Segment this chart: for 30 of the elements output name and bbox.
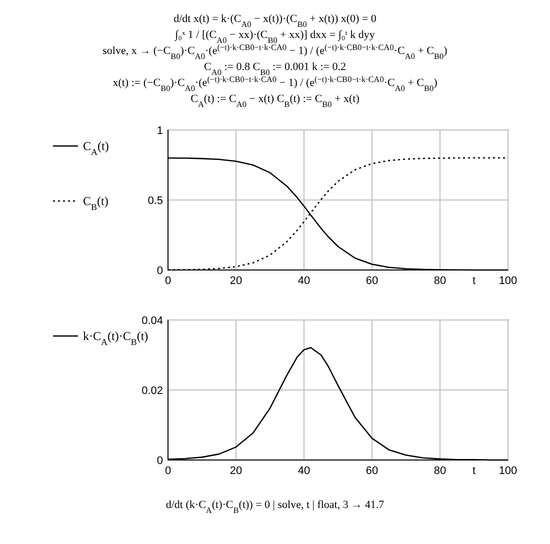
x-tick-label: 40 [298, 465, 310, 477]
y-tick-label: 0.04 [142, 315, 163, 327]
x-tick-label: 60 [366, 275, 378, 287]
text: C$_{A0}$ := 0.8 C$_{B0}$ := 0.001 k := 0.2 [204, 61, 346, 76]
x-tick-label: 80 [434, 465, 446, 477]
x-tick-label: 100 [498, 275, 518, 287]
y-tick-label: 0 [156, 265, 163, 277]
x-axis-title: t [472, 465, 476, 477]
x-tick-label: 40 [298, 275, 310, 287]
x-tick-label: 0 [164, 465, 172, 477]
x-tick-label: 0 [164, 275, 172, 287]
legend-label: C$_{A}$(t) [83, 139, 109, 157]
text: solve, x → (−C$_{B0}$)·C$_{A0}$·(e$^{(−t)·k·CB0−t·k·CA0}$ − 1) / (e$^{(−t)·k·CB0−t·k·CA0}$·C$_{A0}$ + C$_{B0}$) [102, 42, 448, 60]
x-tick-label: 80 [434, 275, 446, 287]
y-tick-label: 0.5 [148, 195, 163, 207]
text: d/dt (k·C$_{A}$(t)·C$_{B}$(t)) = 0 | solve, t | float, 3 → 41.7 [166, 499, 385, 514]
y-tick-label: 0.02 [142, 385, 163, 397]
text: C$_{A}$(t) := C$_{A0}$ − x(t) C$_{B}$(t) := C$_{B0}$ + x(t) [190, 93, 360, 108]
y-tick-label: 0 [156, 455, 163, 467]
text: x(t) := (−C$_{B0}$)·C$_{A0}$·(e$^{(−t)·k·CB0−t·k·CA0}$ − 1) / (e$^{(−t)·k·CB0−t·k·CA0}$·C$_{A0}$ + C$_{B0}$) [112, 74, 438, 92]
x-axis-title: t [472, 275, 476, 287]
x-tick-label: 20 [230, 275, 242, 287]
y-tick-label: 1 [156, 125, 163, 137]
legend-label: k·C$_{A}$(t)·C$_{B}$(t) [83, 329, 148, 347]
x-tick-label: 100 [498, 465, 518, 477]
legend-label: C$_{B}$(t) [83, 194, 108, 212]
x-tick-label: 20 [230, 465, 242, 477]
text: d/dt x(t) = k·(C$_{A0}$ − x(t))·(C$_{B0}$ + x(t)) x(0) = 0 [174, 13, 377, 28]
text: ∫₀ˣ 1 / [(C$_{A0}$ − xx)·(C$_{B0}$ + xx)] dxx = ∫₀ᵗ k dyy [174, 29, 376, 44]
x-tick-label: 60 [366, 465, 378, 477]
